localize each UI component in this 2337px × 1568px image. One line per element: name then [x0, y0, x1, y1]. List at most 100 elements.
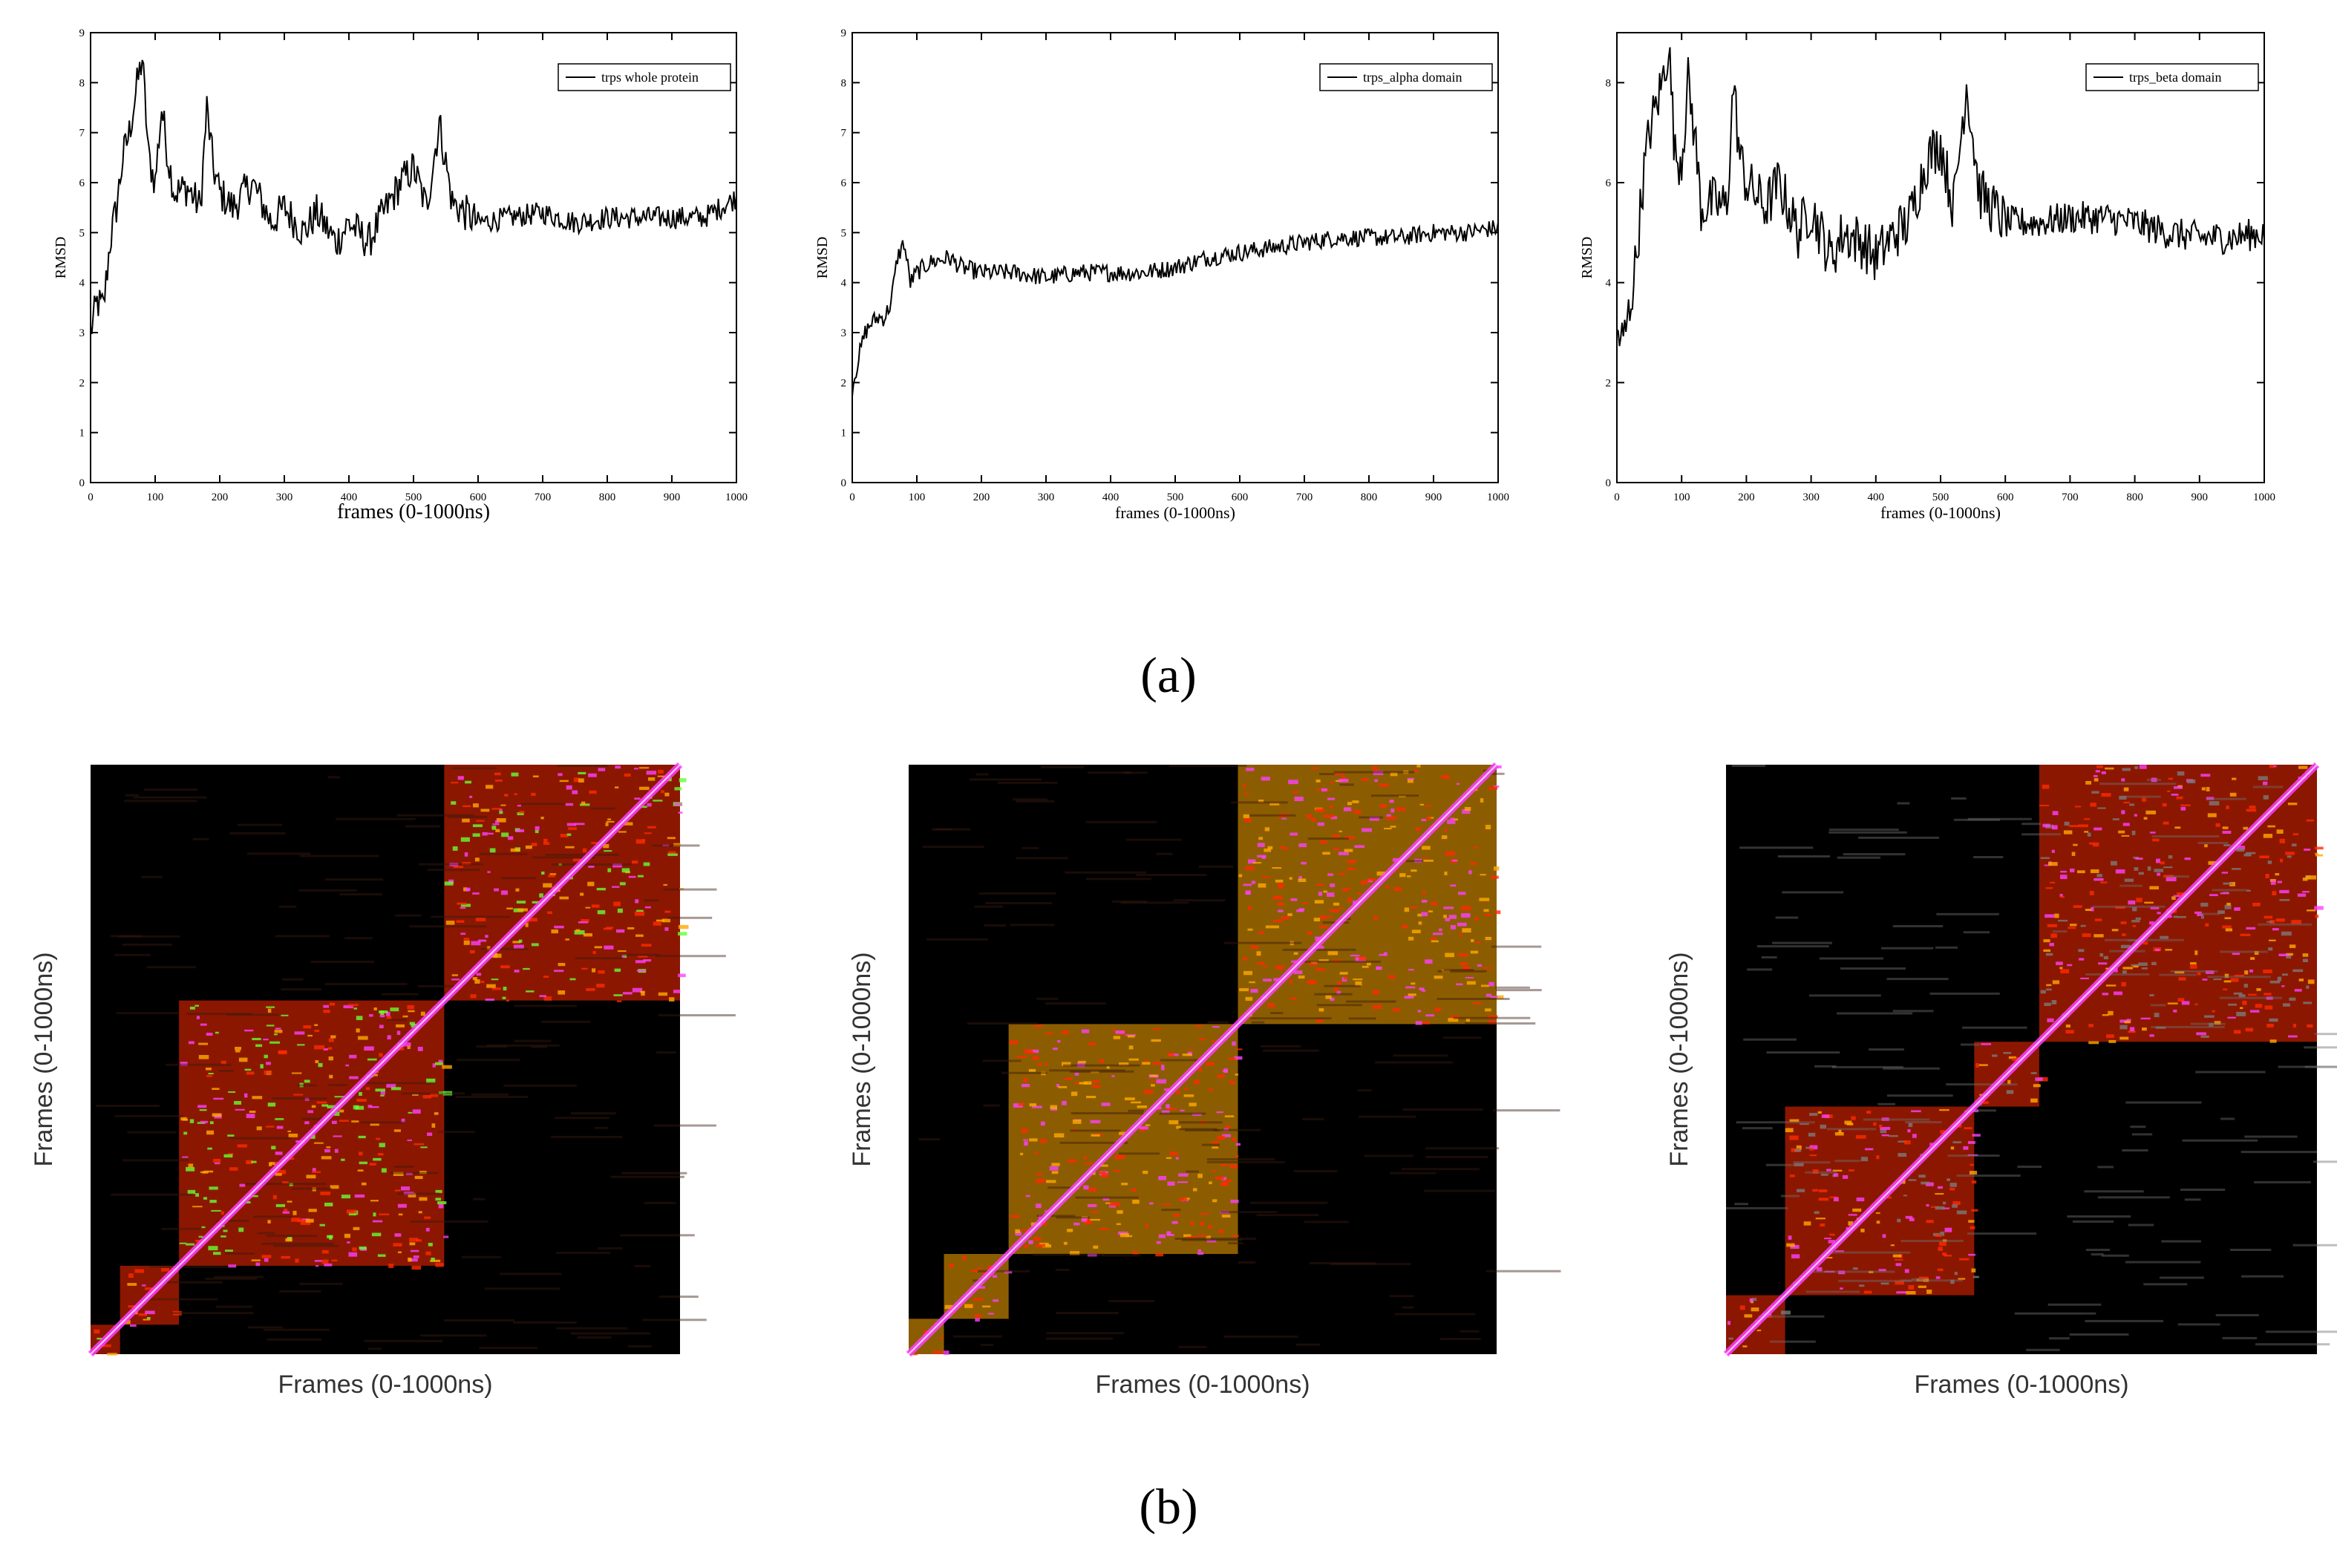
- heatmap-cell: [2121, 834, 2130, 837]
- heatmap-cell: [1112, 1028, 1116, 1032]
- heatmap-band: [1125, 838, 1182, 841]
- heatmap-cell: [674, 787, 682, 791]
- heatmap-cell: [1145, 1224, 1148, 1229]
- heatmap-band: [1900, 1279, 1964, 1282]
- heatmap-cell: [2165, 949, 2173, 951]
- heatmap-band: [1224, 1335, 1298, 1338]
- heatmap-cell: [381, 1168, 387, 1173]
- heatmap-cell: [1809, 1147, 1814, 1151]
- heatmap-cell: [2094, 827, 2102, 831]
- heatmap-band: [216, 1219, 249, 1222]
- heatmap-cell: [528, 918, 537, 922]
- heatmap-cell: [2135, 917, 2141, 920]
- heatmap-cell: [1239, 988, 1249, 992]
- heatmap-cell: [2142, 1028, 2147, 1031]
- heatmap-cell: [1921, 1181, 1930, 1185]
- heatmap-cell: [1386, 814, 1391, 817]
- heatmap-cell: [206, 1130, 215, 1135]
- heatmap-cell: [543, 838, 548, 843]
- heatmap-cell: [1153, 1074, 1158, 1077]
- heatmap-cell: [1156, 1079, 1166, 1084]
- heatmap-band: [1756, 945, 1829, 948]
- heatmap-cell: [1182, 1054, 1192, 1056]
- heatmap-cell: [1952, 1201, 1961, 1206]
- heatmap-cell: [145, 1287, 154, 1290]
- heatmap-cell: [1865, 1148, 1874, 1151]
- heatmap-cell: [1897, 1218, 1901, 1223]
- heatmap-cell: [1797, 1189, 1805, 1192]
- heatmap-band: [1900, 1240, 1964, 1242]
- heatmap-cell: [1058, 1085, 1068, 1088]
- heatmap-cell: [1099, 1228, 1109, 1230]
- heatmap-band: [1262, 1049, 1320, 1052]
- heatmap-band: [2266, 1330, 2337, 1333]
- heatmap-cell: [2144, 901, 2154, 904]
- x-axis-label: Frames (0-1000ns): [278, 1371, 492, 1399]
- heatmap-cell: [2168, 777, 2174, 780]
- heatmap-cell: [1277, 815, 1285, 817]
- heatmap-cell: [1020, 1152, 1024, 1156]
- heatmap-cell: [1321, 788, 1327, 792]
- y-axis-label: Frames (0-1000ns): [30, 952, 58, 1166]
- heatmap-cell: [314, 1260, 323, 1262]
- heatmap-cell: [572, 858, 581, 862]
- heatmap-cell: [2098, 962, 2108, 965]
- heatmap-band: [918, 1138, 941, 1141]
- heatmap-cell: [2091, 791, 2099, 794]
- heatmap-cell: [1423, 859, 1434, 862]
- heatmap-cell: [1163, 1088, 1171, 1091]
- heatmap-cell: [1898, 1140, 1907, 1143]
- heatmap-cell: [2256, 988, 2261, 991]
- heatmap-cell: [359, 1091, 362, 1097]
- heatmap-cell: [2174, 971, 2185, 974]
- heatmap-cell: [2149, 994, 2154, 997]
- heatmap-cell: [2095, 770, 2100, 773]
- heatmap-band: [2190, 1022, 2226, 1025]
- heatmap-cell: [367, 1058, 377, 1061]
- heatmap-cell: [1341, 889, 1348, 892]
- heatmap-cell: [1805, 1146, 1812, 1149]
- heatmap-cell: [1206, 1239, 1217, 1243]
- heatmap-cell: [373, 1212, 376, 1217]
- heatmap-cell: [1860, 1229, 1865, 1232]
- heatmap-cell: [2200, 902, 2209, 907]
- heatmap-cell: [200, 1023, 207, 1026]
- heatmap-cell: [285, 1238, 292, 1242]
- heatmap-band: [1772, 941, 1832, 944]
- heatmap-cell: [1232, 1235, 1239, 1238]
- heatmap-cell: [2132, 925, 2137, 927]
- heatmap-cell: [341, 1195, 351, 1199]
- heatmap-band: [457, 1059, 520, 1062]
- y-tick-label: 5: [79, 227, 85, 239]
- heatmap-cell: [504, 794, 509, 797]
- heatmap-cell: [2168, 855, 2173, 859]
- heatmap-cell: [1119, 1131, 1125, 1135]
- heatmap-cell: [202, 1171, 209, 1174]
- heatmap-cell: [2269, 980, 2281, 984]
- heatmap-cell: [316, 1101, 327, 1104]
- heatmap-cell: [2289, 944, 2296, 948]
- heatmap-cell: [220, 1235, 226, 1238]
- heatmap-cell: [1334, 987, 1339, 992]
- heatmap-band: [2125, 1101, 2202, 1104]
- heatmap-cell: [635, 839, 645, 844]
- heatmap-cell: [1425, 1014, 1435, 1017]
- heatmap-cell: [1932, 1232, 1940, 1237]
- heatmap-cell: [1102, 1198, 1110, 1201]
- heatmap-cell: [2190, 962, 2197, 965]
- heatmap-cell: [2045, 914, 2055, 918]
- heatmap-cell: [1949, 1187, 1955, 1191]
- heatmap-band: [1956, 1175, 2021, 1177]
- heatmap-band: [2254, 1180, 2311, 1183]
- heatmap-cell: [472, 977, 477, 981]
- heatmap-cell: [1970, 1163, 1974, 1166]
- heatmap-cell: [500, 965, 510, 969]
- heatmap-cell: [1415, 1021, 1422, 1025]
- heatmap-cell: [1036, 1203, 1042, 1209]
- heatmap-cell: [1978, 1101, 1989, 1104]
- heatmap-cell: [678, 973, 686, 978]
- heatmap-cell: [324, 1263, 333, 1267]
- heatmap-band: [627, 1345, 652, 1348]
- heatmap-band: [555, 1252, 611, 1255]
- heatmap-cell: [282, 1211, 290, 1214]
